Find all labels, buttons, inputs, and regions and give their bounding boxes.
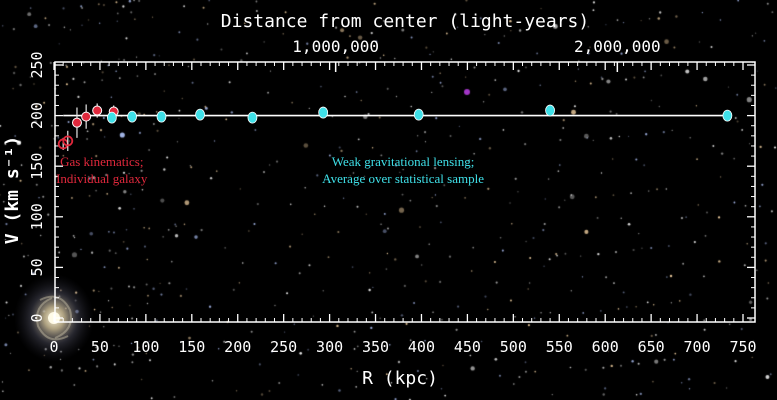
gas-kinematics-point: [81, 111, 92, 122]
annotation-line: Average over statistical sample: [322, 171, 484, 186]
plot-frame: [54, 61, 756, 323]
x-tick-label: 100: [132, 338, 159, 356]
lensing-point: [127, 110, 137, 123]
lensing-point: [545, 104, 555, 117]
y-tick-label: 200: [28, 102, 46, 129]
lensing-point: [722, 109, 733, 122]
x-tick-label: 250: [270, 338, 297, 356]
x-tick-label: 450: [454, 338, 481, 356]
lensing-point: [106, 111, 117, 124]
x-tick-label: 0: [49, 338, 58, 356]
annotation-line: Gas kinematics;: [60, 154, 143, 169]
x-tick-label: 750: [729, 338, 756, 356]
y-tick-label: 50: [28, 258, 46, 276]
x-tick-label: 200: [224, 338, 251, 356]
lensing-point: [413, 108, 424, 121]
x-axis-label: R (kpc): [362, 368, 438, 389]
gas-kinematics-point: [71, 117, 82, 128]
x-tick-label: 500: [500, 338, 527, 356]
gas-kinematics-point: [92, 105, 103, 116]
y-tick-label: 100: [28, 203, 46, 230]
x-tick-label: 650: [638, 338, 665, 356]
x-tick-label: 550: [546, 338, 573, 356]
lensing-annotation: Weak gravitational lensing; Average over …: [322, 154, 484, 186]
lensing-point: [318, 106, 329, 119]
y-tick-label: 150: [28, 153, 46, 180]
gas-kinematics-point: [62, 135, 74, 147]
lensing-point: [195, 108, 205, 121]
y-tick-label: 0: [28, 313, 46, 322]
y-axis-label: V (km s⁻¹): [2, 136, 23, 244]
x-tick-label: 400: [408, 338, 435, 356]
lensing-point: [247, 111, 258, 124]
x-tick-label: 600: [592, 338, 619, 356]
gas-kinematics-annotation: Gas kinematics; Individual galaxy: [56, 154, 148, 186]
y-tick-label: 250: [28, 51, 46, 78]
annotation-line: Weak gravitational lensing;: [332, 154, 475, 169]
x-tick-label: 350: [362, 338, 389, 356]
top-axis-label: Distance from center (light-years): [221, 11, 589, 32]
top-tick-label: 2,000,000: [574, 37, 661, 56]
annotation-line: Individual galaxy: [56, 171, 148, 186]
top-tick-label: 1,000,000: [292, 37, 379, 56]
x-tick-label: 300: [316, 338, 343, 356]
x-tick-label: 50: [91, 338, 109, 356]
x-tick-label: 700: [684, 338, 711, 356]
lensing-point: [156, 110, 167, 123]
x-tick-label: 150: [178, 338, 205, 356]
